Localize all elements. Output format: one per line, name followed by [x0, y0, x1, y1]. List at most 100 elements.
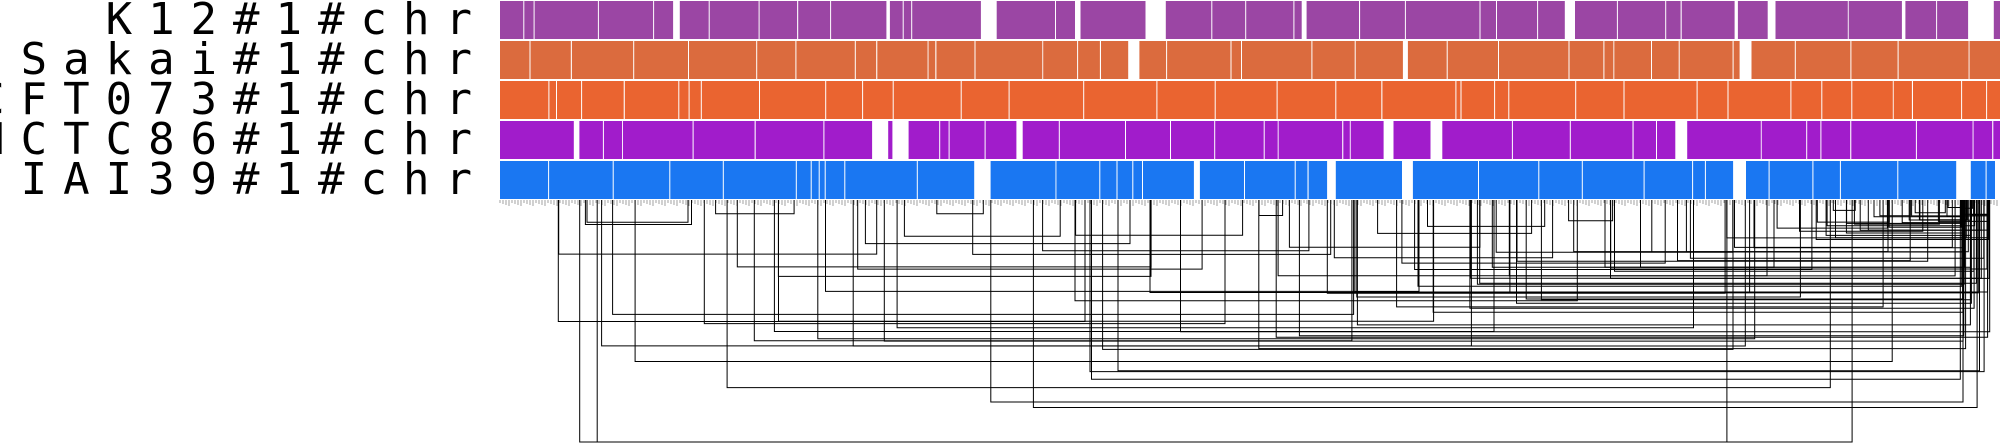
node-block: [1246, 1, 1294, 39]
link-line: [1102, 200, 1734, 350]
link-line: [936, 200, 984, 215]
node-block: [571, 41, 634, 79]
node-block: [1294, 1, 1302, 39]
link-line: [1815, 200, 1989, 240]
link-line: [1117, 200, 1980, 372]
node-block: [1962, 81, 1987, 119]
node-block: [1171, 121, 1215, 159]
link-line: [1333, 200, 1554, 259]
sequence-track: [500, 41, 2000, 79]
link-line: [1414, 200, 1813, 270]
node-block: [825, 161, 845, 199]
node-block: [1705, 161, 1734, 199]
node-block: [679, 81, 689, 119]
node-block: [908, 121, 940, 159]
node-block: [1993, 1, 2000, 39]
node-block: [693, 121, 755, 159]
node-block: [524, 1, 534, 39]
node-block: [1407, 41, 1447, 79]
link-line: [1573, 200, 1889, 253]
node-block: [1059, 121, 1125, 159]
node-block: [1442, 121, 1512, 159]
node-block: [1633, 121, 1656, 159]
link-line: [1427, 200, 1546, 227]
node-block: [1795, 41, 1851, 79]
node-block: [500, 161, 549, 199]
node-block: [1343, 121, 1350, 159]
node-block: [1312, 41, 1355, 79]
node-block: [1898, 41, 1969, 79]
link-line: [1417, 200, 1963, 287]
link-line: [825, 200, 1420, 292]
link-line: [1888, 200, 1962, 228]
node-block: [1851, 121, 1916, 159]
node-block: [1043, 41, 1078, 79]
node-block: [1480, 1, 1496, 39]
link-line: [558, 200, 878, 255]
node-block: [1215, 121, 1264, 159]
node-block: [549, 161, 613, 199]
link-line: [1689, 200, 1985, 259]
node-block: [1693, 161, 1705, 199]
node-block: [1447, 41, 1498, 79]
link-line: [778, 200, 1435, 322]
node-block: [961, 81, 1009, 119]
node-block: [1905, 1, 1937, 39]
node-block: [1973, 121, 1993, 159]
sequence-labels: K12#1#chrSakai#1#chrCFT073#1#chrNCTC86#1…: [0, 0, 488, 205]
node-block: [1133, 161, 1142, 199]
node-block: [1278, 121, 1343, 159]
link-line: [1832, 200, 1856, 211]
node-ticks: [499, 200, 1998, 206]
node-block: [877, 41, 928, 79]
node-block: [1412, 161, 1478, 199]
node-block: [863, 81, 893, 119]
node-block: [1916, 121, 1973, 159]
node-block: [1821, 121, 1851, 159]
node-block: [579, 121, 603, 159]
node-block: [826, 81, 863, 119]
link-line: [864, 200, 1131, 245]
node-block: [996, 1, 1055, 39]
node-block: [1308, 161, 1328, 199]
link-line: [1356, 200, 1971, 326]
node-block: [1165, 1, 1212, 39]
node-block: [1970, 161, 1986, 199]
sequence-track: [500, 121, 2000, 159]
link-line: [817, 200, 1756, 340]
link-line: [1491, 200, 1775, 268]
sequence-label: IAI39#1#chr: [21, 154, 488, 205]
node-block: [1078, 41, 1100, 79]
link-line: [586, 200, 689, 223]
node-block: [1813, 161, 1840, 199]
node-block: [549, 81, 556, 119]
node-block: [1840, 161, 1898, 199]
link-line: [1568, 200, 1614, 222]
node-block: [1512, 121, 1570, 159]
node-block: [1335, 161, 1402, 199]
node-block: [654, 1, 674, 39]
link-line: [773, 200, 1495, 332]
node-block: [831, 1, 887, 39]
node-block: [903, 1, 912, 39]
link-line: [1509, 200, 1979, 294]
node-block: [670, 161, 723, 199]
link-line: [1825, 200, 1971, 236]
node-block: [634, 41, 688, 79]
node-block: [1084, 81, 1157, 119]
node-block: [679, 1, 709, 39]
node-block: [500, 1, 524, 39]
node-block: [1538, 1, 1565, 39]
node-block: [1666, 1, 1681, 39]
link-line: [1032, 200, 1978, 408]
node-block: [1687, 121, 1761, 159]
node-block: [613, 161, 670, 199]
link-line: [1947, 200, 1965, 208]
node-block: [701, 81, 759, 119]
link-line: [1377, 200, 1533, 234]
node-block: [757, 41, 796, 79]
link-line: [726, 200, 1831, 389]
node-block: [1986, 161, 1995, 199]
node-block: [1898, 161, 1957, 199]
node-block: [1576, 81, 1624, 119]
